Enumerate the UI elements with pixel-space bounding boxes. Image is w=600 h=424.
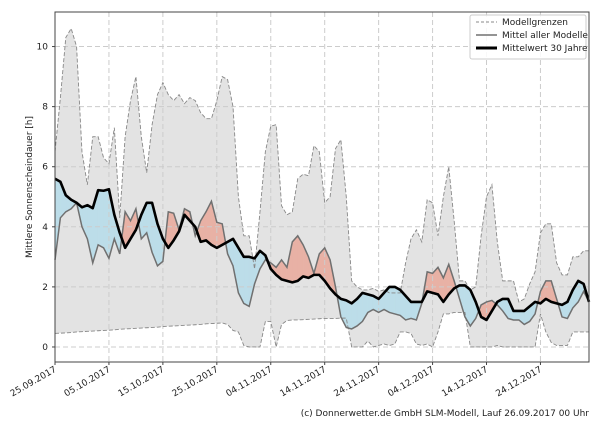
y-tick-label: 8 [42,103,48,113]
y-tick-label: 10 [37,43,49,53]
copyright-footer: (c) Donnerwetter.de GmbH SLM-Modell, Lau… [301,409,590,419]
x-tick-label: 05.10.2017 [63,365,113,399]
fill-above-average [427,272,432,293]
x-tick-label: 04.12.2017 [386,365,436,399]
x-tick-label: 15.10.2017 [117,365,167,399]
fill-above-average [292,236,297,283]
x-tick-label: 14.11.2017 [279,365,329,399]
fill-below-average [395,287,400,316]
fill-below-average [98,190,103,248]
legend-label-model-mean: Mittel aller Modelle [502,31,588,41]
y-tick-label: 6 [42,163,48,173]
x-tick-label: 25.10.2017 [171,365,221,399]
y-tick-label: 0 [42,343,48,353]
x-tick-label: 04.11.2017 [225,365,275,399]
fill-below-average [411,302,416,320]
x-tick-label: 24.11.2017 [333,365,383,399]
x-tick-label: 14.12.2017 [440,365,490,399]
y-tick-label: 4 [42,223,48,233]
y-axis-label: Mittlere Sonnenscheindauer [h] [25,116,35,258]
fill-below-average [513,311,518,320]
legend-label-mean30: Mittelwert 30 Jahre [502,44,588,54]
fill-below-average [389,287,394,314]
x-tick-label: 25.09.2017 [9,365,59,399]
x-tick-label: 24.12.2017 [494,365,544,399]
fill-below-average [346,300,351,329]
legend: Modellgrenzen Mittel aller Modelle Mitte… [470,15,588,59]
legend-label-bounds: Modellgrenzen [502,18,568,28]
fill-below-average [244,257,249,307]
y-tick-label: 2 [42,283,48,293]
